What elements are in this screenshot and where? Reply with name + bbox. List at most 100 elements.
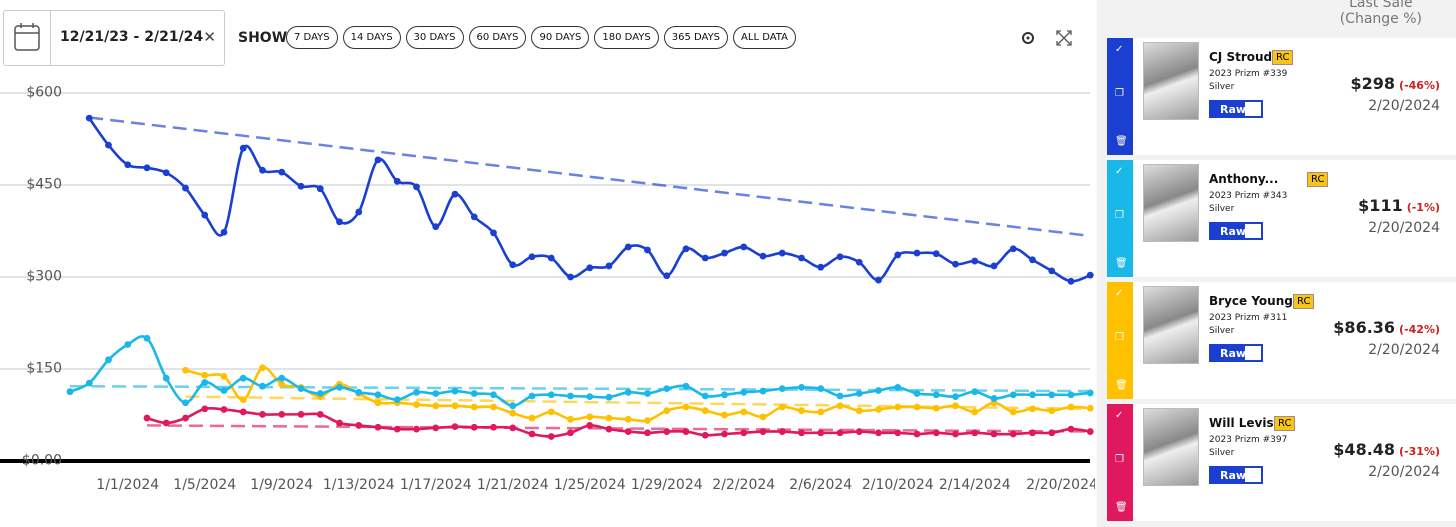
data-point (663, 407, 671, 415)
show-label: SHOW (238, 30, 288, 46)
x-tick-label: 2/14/2024 (939, 477, 1011, 493)
variant: Silver (1209, 326, 1235, 336)
range-button[interactable]: 14 DAYS (342, 26, 401, 49)
data-point (105, 356, 112, 364)
data-point (509, 409, 517, 417)
strip-icon[interactable]: ✓ (1115, 410, 1124, 421)
data-point (721, 430, 728, 438)
data-point (855, 258, 863, 266)
variant: Silver (1209, 204, 1235, 214)
data-point (336, 419, 343, 427)
strip-icon[interactable]: ❐ (1115, 454, 1124, 465)
grade-select[interactable]: Raw (1209, 344, 1263, 362)
data-point (644, 246, 651, 254)
data-point (817, 263, 825, 271)
strip-icon[interactable]: 🗑 (1115, 136, 1128, 147)
data-point (413, 401, 420, 408)
range-button[interactable]: 30 DAYS (405, 26, 464, 49)
data-point (1086, 389, 1094, 397)
data-point (201, 371, 209, 379)
data-point (509, 261, 517, 269)
date-range-picker[interactable]: 12/21/23 - 2/21/24 ✕ (3, 10, 225, 66)
calendar-icon (4, 11, 51, 65)
data-point (740, 429, 748, 437)
range-button[interactable]: 180 DAYS (594, 26, 659, 49)
range-button[interactable]: 60 DAYS (468, 26, 527, 49)
set-name: 2023 Prizm #397 (1209, 435, 1288, 445)
data-point (85, 379, 93, 387)
variant: Silver (1209, 82, 1235, 92)
data-point (528, 253, 536, 261)
data-point (374, 423, 382, 431)
data-point (432, 223, 440, 231)
strip-icon[interactable]: ❐ (1115, 332, 1124, 343)
x-tick-label: 2/20/2024 (1026, 477, 1095, 493)
expand-icon[interactable] (1056, 30, 1072, 46)
clear-icon[interactable]: ✕ (203, 28, 216, 46)
range-button[interactable]: ALL DATA (733, 26, 796, 49)
x-tick-label: 1/25/2024 (554, 477, 626, 493)
settings-icon[interactable] (1022, 32, 1034, 44)
strip-icon[interactable]: 🗑 (1115, 502, 1128, 513)
strip-icon[interactable]: ✓ (1115, 44, 1124, 55)
grade-select[interactable]: Raw (1209, 100, 1263, 118)
data-point (316, 390, 324, 397)
strip-icon[interactable]: ❐ (1115, 210, 1124, 221)
data-point (624, 428, 632, 435)
data-point (470, 403, 478, 411)
range-button[interactable]: 7 DAYS (286, 26, 338, 49)
player-name: Will Levis (1209, 416, 1274, 430)
trend-line (89, 116, 1091, 238)
data-point (913, 403, 921, 411)
change: (-42%) (1399, 323, 1440, 336)
data-point (451, 423, 459, 431)
player-name: Anthony... (1209, 172, 1279, 186)
sale-date: 2/20/2024 (1368, 342, 1440, 358)
data-point (162, 419, 170, 427)
data-point (740, 243, 748, 251)
data-point (1009, 408, 1017, 416)
data-point (875, 276, 882, 284)
strip-icon[interactable]: 🗑 (1115, 380, 1128, 391)
range-button[interactable]: 365 DAYS (663, 26, 729, 49)
data-point (1048, 407, 1056, 415)
data-point (778, 403, 786, 411)
data-point (798, 407, 805, 415)
sale-date: 2/20/2024 (1368, 464, 1440, 480)
date-range: 12/21/23 - 2/21/24 (60, 29, 204, 45)
grade-select[interactable]: Raw (1209, 466, 1263, 484)
grade-select[interactable]: Raw (1209, 222, 1263, 240)
data-point (663, 428, 671, 435)
last-sale: $48.48 (-31%) (1333, 440, 1440, 459)
data-point (432, 424, 440, 432)
column-header[interactable]: Last Sale (Change %) (1340, 0, 1422, 27)
data-point (913, 390, 921, 397)
data-point (1086, 428, 1094, 435)
strip-icon[interactable]: 🗑 (1115, 258, 1128, 269)
data-point (1029, 256, 1036, 264)
data-point (971, 429, 979, 437)
grade-label: Raw (1220, 225, 1247, 238)
data-point (1086, 404, 1094, 412)
strip-icon[interactable]: ✓ (1115, 288, 1124, 299)
data-point (528, 430, 536, 438)
strip-icon[interactable]: ❐ (1115, 88, 1124, 99)
strip-icon[interactable]: ✓ (1115, 166, 1124, 177)
data-point (1067, 425, 1075, 433)
data-point (413, 183, 420, 191)
price: $111 (1358, 196, 1403, 215)
data-point (952, 260, 959, 268)
data-point (547, 408, 555, 416)
data-point (393, 425, 401, 433)
data-point (759, 428, 767, 435)
data-point (124, 161, 132, 169)
data-point (297, 182, 305, 190)
data-point (836, 429, 844, 437)
trend-line (146, 424, 1091, 433)
data-point (528, 392, 536, 400)
data-point (336, 384, 343, 391)
data-point (201, 405, 209, 413)
range-button[interactable]: 90 DAYS (531, 26, 590, 49)
data-point (624, 243, 632, 251)
data-point (952, 393, 959, 400)
